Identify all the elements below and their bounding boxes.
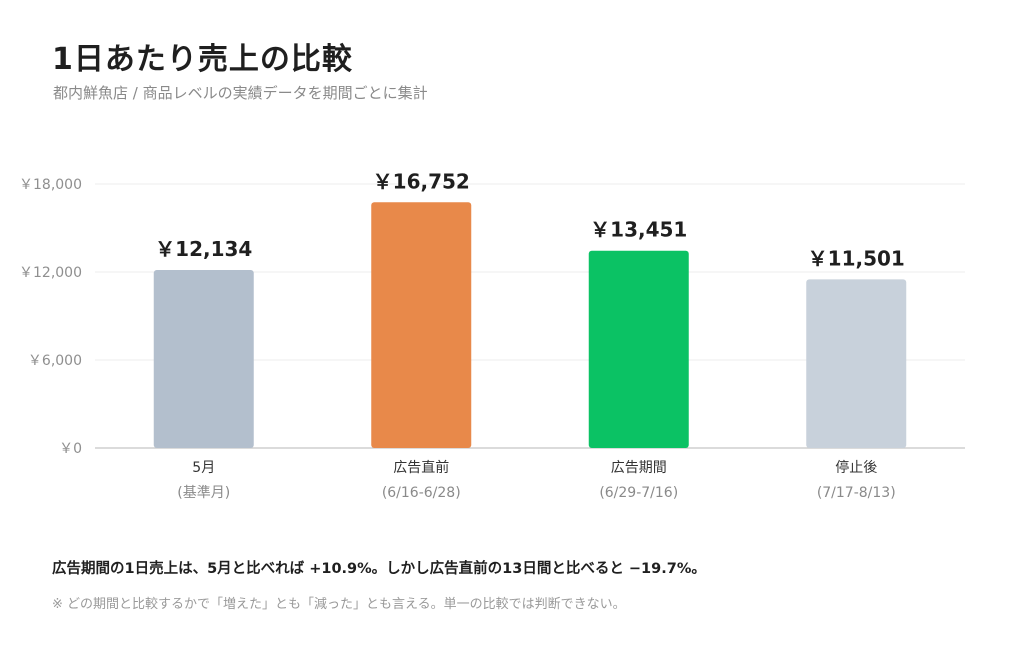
caveat-note: ※ どの期間と比較するかで「増えた」とも「減った」とも言える。単一の比較では判断… — [52, 597, 626, 612]
chart-title: 1日あたり売上の比較 — [52, 42, 353, 77]
bar — [588, 250, 689, 448]
category-label: 5月 — [192, 460, 215, 476]
y-tick-label: ￥18,000 — [19, 177, 82, 193]
category-sublabel: (基準月) — [177, 484, 230, 501]
data-label: ￥12,134 — [155, 237, 252, 261]
bar — [371, 202, 472, 448]
data-label: ￥11,501 — [808, 246, 905, 270]
category-sublabel: (7/17-8/13) — [817, 485, 896, 501]
data-label: ￥13,451 — [590, 218, 687, 242]
bar — [806, 279, 907, 448]
y-tick-label: ￥6,000 — [28, 353, 82, 369]
category-label: 広告期間 — [611, 460, 667, 476]
category-sublabel: (6/29-7/16) — [599, 485, 678, 501]
bar-chart: ￥0 ￥6,000 ￥12,000 ￥18,000 ￥12,134 5月 (基準月) ￥16,… — [19, 169, 965, 501]
y-tick-label: ￥0 — [59, 441, 82, 457]
category-label: 停止後 — [835, 459, 877, 476]
y-tick-label: ￥12,000 — [19, 265, 82, 281]
chart-subtitle: 都内鮮魚店 / 商品レベルの実績データを期間ごとに集計 — [53, 84, 428, 102]
data-label: ￥16,752 — [373, 169, 470, 193]
category-sublabel: (6/16-6/28) — [382, 485, 461, 501]
summary-note: 広告期間の1日売上は、5月と比べれば +10.9%。しかし広告直前の13日間と比… — [52, 561, 706, 577]
category-label: 広告直前 — [393, 459, 449, 476]
bar — [153, 270, 254, 448]
